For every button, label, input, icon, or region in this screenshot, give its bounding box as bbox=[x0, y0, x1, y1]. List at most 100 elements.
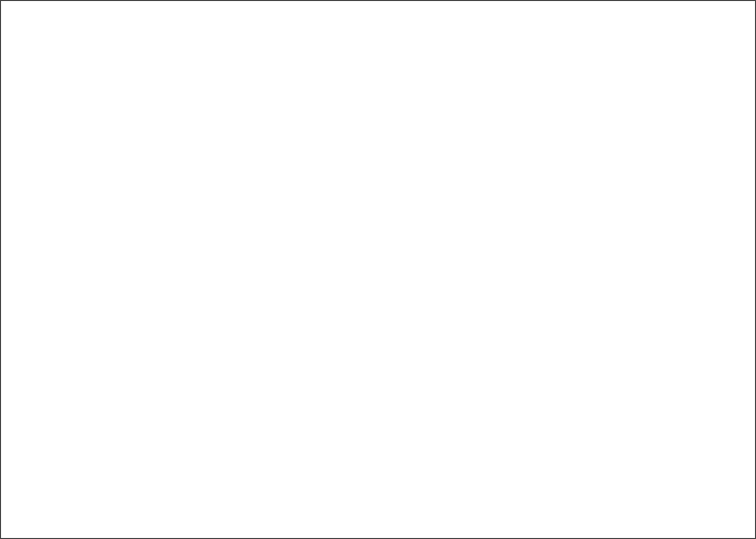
Text: 1: 1 bbox=[275, 305, 279, 310]
Text: N: N bbox=[286, 218, 294, 228]
Text: O: O bbox=[607, 62, 615, 72]
Text: 1: 1 bbox=[264, 130, 268, 135]
Text: 2: 2 bbox=[307, 342, 311, 347]
Text: 1: 1 bbox=[28, 82, 33, 91]
Text: P: P bbox=[624, 400, 631, 411]
Text: F: F bbox=[625, 334, 631, 343]
Text: [PF: [PF bbox=[396, 405, 414, 416]
Text: F: F bbox=[647, 312, 653, 321]
Text: R: R bbox=[234, 334, 240, 343]
Text: Ammonium: Ammonium bbox=[8, 452, 76, 465]
Text: R: R bbox=[267, 300, 273, 309]
Text: Imidazolium¹: Imidazolium¹ bbox=[8, 59, 85, 73]
Text: B: B bbox=[624, 312, 632, 321]
Text: (C: (C bbox=[33, 79, 45, 89]
Text: 3: 3 bbox=[275, 502, 279, 507]
Text: F: F bbox=[645, 88, 651, 98]
Text: Cations organiques linéaires: Cations organiques linéaires bbox=[82, 252, 296, 265]
Text: O: O bbox=[591, 87, 599, 97]
Text: N: N bbox=[564, 171, 572, 181]
Text: N]: N] bbox=[422, 85, 435, 95]
Text: 2: 2 bbox=[417, 88, 422, 97]
Text: sulfonyl)imide: sulfonyl)imide bbox=[386, 176, 469, 190]
Text: 3: 3 bbox=[275, 369, 279, 374]
Text: R: R bbox=[264, 232, 270, 241]
Text: R: R bbox=[328, 126, 335, 135]
Text: 4: 4 bbox=[247, 475, 251, 480]
Text: ]: ] bbox=[75, 336, 79, 345]
Text: [N: [N bbox=[8, 469, 21, 479]
Bar bbox=[378, 0, 756, 28]
Text: O: O bbox=[547, 198, 553, 208]
Text: R: R bbox=[71, 79, 79, 89]
Text: )C: )C bbox=[58, 79, 70, 89]
Text: F: F bbox=[609, 385, 615, 395]
Text: Pyrrolidinium: Pyrrolidinium bbox=[8, 168, 86, 181]
Text: 1: 1 bbox=[278, 236, 282, 241]
Text: S: S bbox=[600, 75, 606, 85]
Text: F: F bbox=[482, 197, 486, 206]
Text: +: + bbox=[295, 211, 301, 217]
Text: 3: 3 bbox=[78, 82, 83, 91]
Text: -: - bbox=[438, 82, 442, 92]
Text: [BETI]: [BETI] bbox=[396, 193, 429, 203]
Text: S: S bbox=[538, 185, 546, 195]
Text: N: N bbox=[268, 103, 277, 114]
Text: F: F bbox=[645, 62, 651, 72]
Text: R: R bbox=[267, 433, 273, 443]
Text: ]: ] bbox=[76, 469, 80, 479]
Text: F: F bbox=[649, 174, 655, 183]
Text: +: + bbox=[81, 466, 88, 475]
Bar bbox=[378, 244, 756, 272]
Text: 4: 4 bbox=[419, 320, 424, 328]
Text: 2: 2 bbox=[336, 130, 340, 135]
Text: Phosphonium: Phosphonium bbox=[8, 318, 88, 331]
Text: O: O bbox=[599, 172, 606, 182]
Text: Bis(trifluorométhyl-: Bis(trifluorométhyl- bbox=[386, 53, 501, 66]
Text: [P: [P bbox=[8, 336, 19, 345]
Text: F: F bbox=[482, 174, 486, 183]
Text: O: O bbox=[583, 198, 590, 208]
Text: R: R bbox=[21, 79, 29, 89]
Text: 1: 1 bbox=[275, 438, 279, 443]
Text: O: O bbox=[531, 172, 538, 182]
Text: S: S bbox=[540, 75, 547, 85]
Text: S: S bbox=[590, 185, 597, 195]
Text: R: R bbox=[300, 334, 306, 343]
Text: 3: 3 bbox=[352, 80, 355, 85]
Text: R: R bbox=[267, 502, 273, 512]
Text: P: P bbox=[267, 332, 274, 345]
Text: -: - bbox=[431, 314, 435, 323]
Text: -: - bbox=[640, 483, 646, 494]
Text: -: - bbox=[438, 190, 442, 200]
Text: F: F bbox=[634, 56, 640, 66]
Text: O: O bbox=[531, 62, 539, 72]
Text: Pyrr]: Pyrr] bbox=[53, 187, 79, 197]
Text: 6: 6 bbox=[418, 409, 423, 418]
Text: F: F bbox=[618, 169, 624, 177]
Text: 2: 2 bbox=[307, 475, 311, 480]
Text: Chlorure: Chlorure bbox=[386, 478, 437, 491]
Text: -: - bbox=[430, 403, 433, 412]
Text: [BF: [BF bbox=[396, 316, 414, 327]
Text: F: F bbox=[603, 312, 609, 321]
Text: F: F bbox=[625, 378, 631, 389]
Text: [C: [C bbox=[8, 79, 20, 89]
Text: [Tf: [Tf bbox=[396, 85, 411, 95]
Text: +: + bbox=[80, 332, 87, 341]
Text: 2: 2 bbox=[48, 190, 53, 199]
Text: sulfonyl)imide: sulfonyl)imide bbox=[386, 68, 469, 81]
Text: +: + bbox=[102, 75, 109, 85]
Text: F: F bbox=[647, 400, 653, 411]
Text: F: F bbox=[507, 56, 512, 66]
Text: Anions inorganiques: Anions inorganiques bbox=[490, 252, 644, 265]
Bar bbox=[0, 244, 378, 272]
Text: Hexafluorophosphate: Hexafluorophosphate bbox=[386, 389, 513, 402]
Text: +: + bbox=[281, 102, 287, 109]
Text: ]: ] bbox=[424, 316, 429, 327]
Text: -: - bbox=[574, 168, 577, 176]
Text: Bis(perfluoroéthyl-: Bis(perfluoroéthyl- bbox=[386, 162, 496, 175]
Text: Cl: Cl bbox=[620, 487, 636, 502]
Text: R: R bbox=[344, 72, 350, 81]
Text: -: - bbox=[422, 492, 426, 501]
